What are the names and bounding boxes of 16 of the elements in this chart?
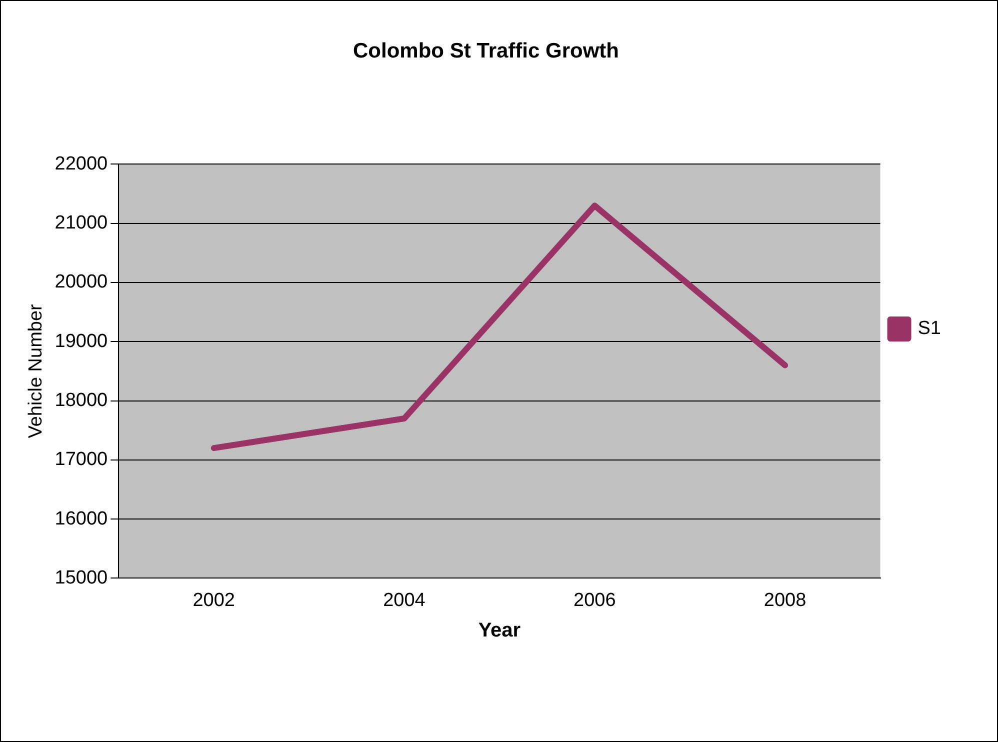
legend-label: S1 <box>918 318 942 340</box>
y-tick-label: 21000 <box>54 212 108 234</box>
y-tick-label: 17000 <box>54 449 108 470</box>
y-tick-label: 16000 <box>54 508 108 530</box>
y-tick-label: 20000 <box>54 272 108 293</box>
x-axis-title: Year <box>478 620 521 642</box>
y-tick-label: 19000 <box>54 330 108 352</box>
x-tick-label: 2006 <box>574 590 616 611</box>
x-tick-label: 2004 <box>383 590 426 611</box>
y-axis-title: Vehicle Number <box>26 303 47 438</box>
x-tick-label: 2008 <box>764 590 806 611</box>
chart-title: Colombo St Traffic Growth <box>353 39 619 62</box>
y-tick-label: 15000 <box>54 567 108 588</box>
y-tick-label: 22000 <box>54 153 108 174</box>
x-tick-label: 2002 <box>192 590 235 611</box>
y-tick-label: 18000 <box>54 390 108 412</box>
